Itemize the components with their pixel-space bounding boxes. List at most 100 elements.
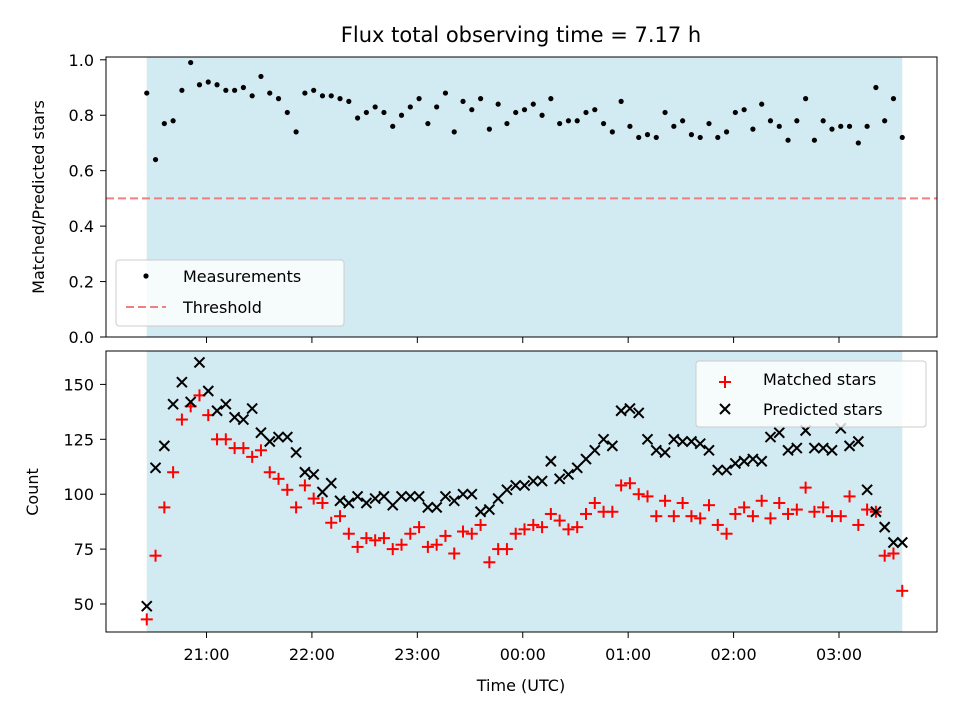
matched-star-point xyxy=(676,496,689,509)
x-tick-label: 01:00 xyxy=(605,645,651,664)
ratio-y-tick-label: 0.8 xyxy=(69,106,94,125)
predicted-star-point xyxy=(307,468,320,481)
matched-star-point xyxy=(746,510,759,523)
legend-predicted-marker xyxy=(719,403,731,415)
measurement-point xyxy=(794,118,800,124)
measurement-point xyxy=(170,118,176,124)
measurement-point xyxy=(715,134,721,141)
matched-star-point xyxy=(237,442,250,455)
predicted-star-point xyxy=(720,464,733,476)
matched-star-point xyxy=(650,510,663,523)
measurement-point xyxy=(214,82,220,88)
measurement-point xyxy=(732,109,738,116)
matched-star-point xyxy=(694,512,707,525)
matched-star-point xyxy=(334,510,347,523)
measurement-point xyxy=(671,123,677,129)
measurement-point xyxy=(416,96,422,102)
predicted-star-point xyxy=(176,376,188,388)
measurement-point xyxy=(890,96,897,102)
predicted-star-point xyxy=(694,437,706,450)
predicted-star-point xyxy=(668,433,680,446)
predicted-star-point xyxy=(457,488,469,500)
predicted-star-point xyxy=(650,444,662,456)
matched-star-point xyxy=(325,516,338,529)
matched-star-point xyxy=(465,527,478,540)
x-tick-label: 02:00 xyxy=(711,645,757,664)
measurement-point xyxy=(864,123,870,129)
matched-star-point xyxy=(861,503,874,516)
predicted-star-point xyxy=(466,488,478,500)
predicted-star-point xyxy=(220,398,232,410)
measurement-point xyxy=(328,93,334,99)
matched-star-point xyxy=(755,494,768,507)
predicted-star-point xyxy=(501,484,513,496)
predicted-star-point xyxy=(597,433,610,446)
predicted-star-point xyxy=(659,446,671,459)
matched-star-point xyxy=(790,503,803,516)
predicted-star-point xyxy=(237,413,250,426)
predicted-star-point xyxy=(580,453,592,465)
count-y-tick-label: 100 xyxy=(63,485,94,504)
predicted-star-point xyxy=(641,433,654,446)
matched-star-point xyxy=(562,523,575,536)
ratio-legend: Measurements Threshold xyxy=(115,259,345,327)
measurement-point xyxy=(451,129,457,135)
ratio-y-tick-label: 0.0 xyxy=(69,328,94,347)
chart-title: Flux total observing time = 7.17 h xyxy=(341,23,701,47)
matched-star-point xyxy=(360,532,373,545)
measurement-point xyxy=(469,107,475,113)
legend-matched-label: Matched stars xyxy=(763,370,876,389)
count-legend: Matched stars Predicted stars xyxy=(695,360,927,428)
predicted-star-point xyxy=(281,431,294,443)
matched-star-point xyxy=(588,496,601,509)
x-tick-label: 00:00 xyxy=(500,645,546,664)
measurement-point xyxy=(873,84,879,91)
measurement-point xyxy=(205,79,211,85)
predicted-star-point xyxy=(676,435,689,448)
matched-star-point xyxy=(386,543,399,556)
predicted-star-point xyxy=(404,490,417,503)
predicted-star-point xyxy=(817,442,829,454)
measurement-point xyxy=(803,96,809,102)
measurement-point xyxy=(232,87,238,93)
predicted-star-point xyxy=(299,466,311,478)
predicted-star-point xyxy=(606,440,619,452)
matched-star-point xyxy=(729,507,742,520)
matched-star-point xyxy=(843,490,856,503)
matched-star-point xyxy=(246,450,259,463)
matched-star-point xyxy=(457,525,470,538)
matched-star-point xyxy=(439,529,452,542)
predicted-star-point xyxy=(448,495,460,507)
matched-star-point xyxy=(175,413,188,426)
predicted-star-point xyxy=(878,521,891,533)
matched-star-point xyxy=(702,499,715,512)
measurement-point xyxy=(644,132,651,138)
ratio-panel: 0.0 0.2 0.4 0.6 0.8 1.0 Matched/Predicted sta… xyxy=(29,51,938,347)
measurement-point xyxy=(653,134,659,141)
measurement-point xyxy=(258,73,264,80)
measurement-point xyxy=(161,120,167,127)
measurement-point xyxy=(785,137,791,143)
predicted-star-point xyxy=(439,490,452,503)
predicted-star-point xyxy=(149,462,162,474)
predicted-star-point xyxy=(167,398,179,410)
legend-matched-marker xyxy=(719,376,731,388)
predicted-star-point xyxy=(747,453,759,465)
predicted-star-point xyxy=(255,427,267,439)
predicted-star-point xyxy=(685,435,698,448)
measurement-point xyxy=(583,109,589,116)
predicted-star-point xyxy=(483,503,496,516)
matched-star-point xyxy=(536,521,549,534)
matched-star-point xyxy=(632,488,645,501)
predicted-star-point xyxy=(518,479,531,492)
matched-star-point xyxy=(316,496,329,509)
matched-star-point xyxy=(342,527,355,540)
measurement-point xyxy=(680,118,686,124)
ratio-y-axis-label: Matched/Predicted stars xyxy=(29,100,48,294)
count-y-tick-label: 150 xyxy=(63,375,94,394)
measurement-point xyxy=(776,123,782,129)
matched-star-point xyxy=(834,510,847,523)
measurement-point xyxy=(706,120,712,127)
measurement-point xyxy=(688,132,695,138)
predicted-star-point xyxy=(360,497,373,509)
